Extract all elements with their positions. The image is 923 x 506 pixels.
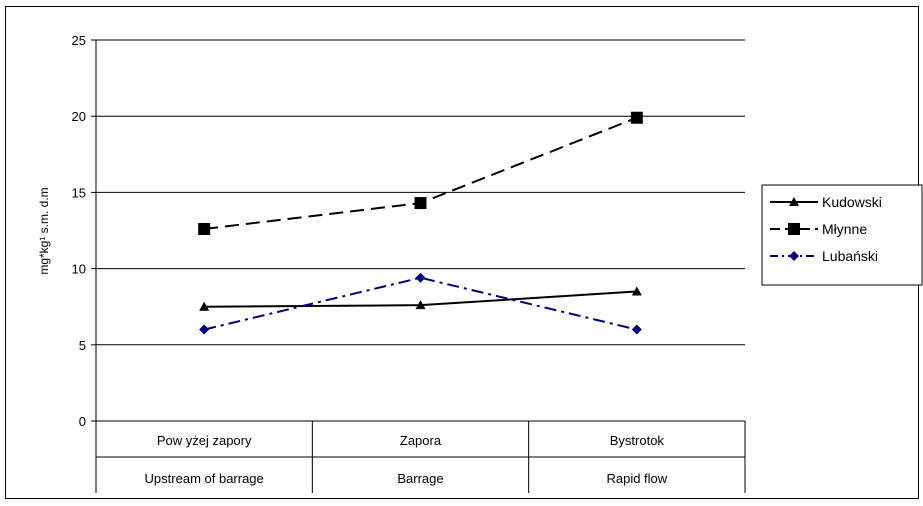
y-tick-labels: 0 5 10 15 20 25: [72, 33, 86, 429]
data-point: [415, 272, 426, 283]
axes: [91, 39, 746, 493]
category-label-pl: Zapora: [400, 433, 442, 448]
legend-item: Lubański: [770, 248, 878, 264]
category-label-pl: Pow yżej zapory: [157, 433, 252, 448]
series-line: [204, 116, 638, 230]
y-tick-label: 15: [72, 185, 86, 200]
category-label-en: Upstream of barrage: [145, 471, 264, 486]
data-point: [631, 286, 642, 296]
data-point: [414, 197, 427, 210]
legend-item: Młynne: [770, 221, 867, 237]
legend-label: Kudowski: [822, 194, 882, 210]
data-point: [631, 324, 642, 335]
y-axis-label: mg*kg¹ s.m. d.m: [37, 187, 51, 274]
series-1: [199, 286, 642, 311]
y-tick-label: 25: [72, 33, 86, 48]
series-lines: [198, 111, 643, 335]
data-point: [199, 301, 210, 311]
y-tick-label: 10: [72, 262, 86, 277]
y-tick-label: 5: [79, 338, 86, 353]
data-point: [630, 111, 643, 124]
data-point: [198, 222, 211, 235]
data-point: [415, 300, 426, 310]
category-labels: Pow yżej zapory Upstream of barrage Zapora…: [145, 433, 668, 486]
legend-marker: [789, 197, 799, 206]
legend-item: Kudowski: [770, 194, 882, 210]
gridlines: [96, 39, 745, 346]
y-tick-label: 20: [72, 109, 86, 124]
legend-marker: [789, 251, 799, 261]
category-label-en: Barrage: [397, 471, 443, 486]
legend-label: Młynne: [822, 221, 867, 237]
category-label-pl: Bystrotok: [610, 433, 665, 448]
category-label-en: Rapid flow: [606, 471, 667, 486]
legend-label: Lubański: [822, 248, 878, 264]
data-point: [199, 324, 210, 335]
legend-marker: [788, 223, 800, 235]
y-tick-label: 0: [79, 414, 86, 429]
series-3: [199, 272, 642, 335]
legend: Kudowski Młynne Lubański: [761, 184, 923, 286]
series-2: [198, 111, 643, 235]
